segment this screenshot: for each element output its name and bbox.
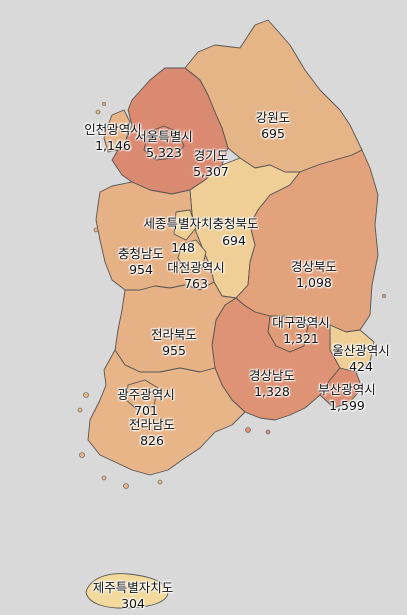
region-name: 인천광역시	[84, 122, 142, 137]
region-daejeon[interactable]	[177, 239, 207, 271]
label-gwangju: 광주광역시 701	[117, 387, 175, 419]
label-gyeonggi: 경기도 5,307	[193, 148, 229, 180]
region-value: 955	[162, 343, 186, 358]
label-jeju: 제주특별자치도 304	[93, 580, 174, 612]
region-value: 304	[121, 596, 145, 611]
region-value: 763	[184, 276, 208, 291]
label-busan: 부산광역시 1,599	[318, 382, 376, 414]
label-gangwon: 강원도 695	[256, 110, 291, 142]
region-value: 1,328	[254, 384, 290, 399]
island	[382, 294, 386, 298]
region-value: 954	[129, 262, 153, 277]
region-value: 694	[222, 233, 246, 248]
region-name: 세종특별자치충청북도	[143, 216, 259, 231]
region-seoul[interactable]	[143, 125, 185, 161]
label-daegu: 대구광역시 1,321	[272, 315, 330, 347]
region-name: 울산광역시	[332, 343, 390, 358]
island	[83, 392, 89, 398]
region-value: 1,098	[296, 275, 332, 290]
label-seoul: 서울특별시 5,323	[135, 129, 193, 161]
island	[102, 102, 106, 106]
island	[77, 407, 83, 413]
region-incheon[interactable]	[103, 109, 131, 153]
region-value: 148	[171, 240, 195, 255]
label-sejong-value: 148	[171, 240, 195, 256]
island	[79, 452, 85, 458]
island	[95, 109, 101, 115]
label-sejong-chungbuk: 세종특별자치충청북도	[143, 216, 258, 232]
island	[245, 427, 251, 433]
label-gyeongbuk: 경상북도 1,098	[291, 259, 337, 291]
island	[93, 227, 99, 233]
label-chungbuk-value: 694	[222, 233, 246, 249]
region-sejong[interactable]	[173, 209, 197, 241]
label-ulsan: 울산광역시 424	[332, 343, 390, 375]
region-name: 대구광역시	[272, 315, 330, 330]
islands	[77, 102, 386, 489]
region-name: 제주특별자치도	[92, 580, 174, 595]
region-name: 광주광역시	[117, 387, 175, 402]
region-value: 1,321	[283, 331, 319, 346]
region-name: 경상북도	[290, 259, 338, 274]
region-name: 대전광역시	[167, 260, 225, 275]
label-chungnam: 충청남도 954	[118, 246, 164, 278]
label-jeonbuk: 전라북도 955	[151, 327, 197, 359]
region-name: 전라북도	[150, 327, 198, 342]
region-jeju[interactable]	[85, 573, 169, 609]
region-name: 전라남도	[128, 417, 176, 432]
region-jeonnam[interactable]	[87, 349, 246, 476]
label-gyeongnam: 경상남도 1,328	[249, 368, 295, 400]
region-value: 1,146	[95, 138, 131, 153]
region-name: 서울특별시	[135, 129, 193, 144]
label-incheon: 인천광역시 1,146	[84, 122, 142, 154]
region-name: 경기도	[193, 148, 229, 163]
island	[157, 479, 163, 485]
region-value: 5,307	[193, 164, 229, 179]
island	[101, 475, 107, 481]
region-value: 5,323	[146, 145, 182, 160]
label-daejeon: 대전광역시 763	[167, 260, 225, 292]
island	[123, 483, 129, 489]
region-value: 1,599	[329, 398, 365, 413]
region-busan[interactable]	[319, 367, 363, 409]
region-name: 경상남도	[248, 368, 296, 383]
island	[265, 429, 271, 435]
region-name: 충청남도	[117, 246, 165, 261]
region-name: 강원도	[255, 110, 291, 125]
region-value: 701	[134, 403, 158, 418]
label-jeonnam: 전라남도 826	[129, 417, 175, 449]
region-value: 424	[349, 359, 373, 374]
region-value: 826	[140, 433, 164, 448]
region-name: 부산광역시	[318, 382, 376, 397]
region-value: 695	[261, 126, 285, 141]
region-gwangju[interactable]	[125, 379, 159, 411]
